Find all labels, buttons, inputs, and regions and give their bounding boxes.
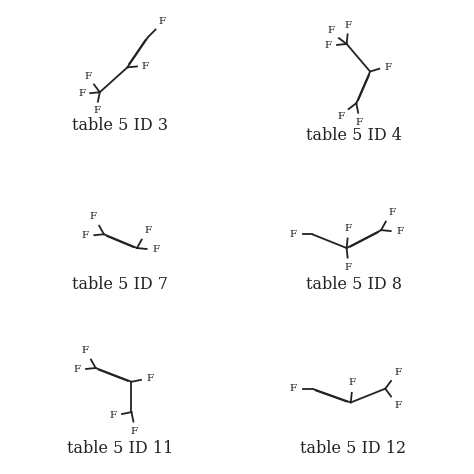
Text: F: F (159, 18, 166, 27)
Text: table 5 ID 7: table 5 ID 7 (73, 275, 168, 292)
Text: table 5 ID 8: table 5 ID 8 (306, 275, 401, 292)
Text: F: F (337, 112, 344, 121)
Text: table 5 ID 4: table 5 ID 4 (306, 127, 401, 144)
Text: F: F (84, 72, 91, 81)
Text: F: F (146, 374, 154, 383)
Text: F: F (141, 62, 148, 71)
Text: table 5 ID 12: table 5 ID 12 (301, 440, 407, 457)
Text: table 5 ID 3: table 5 ID 3 (73, 117, 168, 134)
Text: F: F (394, 367, 401, 376)
Text: F: F (389, 208, 396, 217)
Text: F: F (345, 20, 352, 29)
Text: F: F (396, 227, 403, 236)
Text: F: F (384, 63, 392, 72)
Text: F: F (324, 41, 331, 50)
Text: F: F (131, 427, 138, 436)
Text: F: F (82, 231, 89, 240)
Text: F: F (345, 263, 352, 272)
Text: F: F (328, 26, 335, 35)
Text: table 5 ID 11: table 5 ID 11 (67, 440, 173, 457)
Text: F: F (345, 224, 352, 233)
Text: F: F (78, 89, 85, 98)
Text: F: F (290, 384, 297, 393)
Text: F: F (394, 401, 401, 410)
Text: F: F (90, 212, 97, 221)
Text: F: F (290, 230, 297, 239)
Text: F: F (349, 378, 356, 387)
Text: F: F (145, 226, 152, 235)
Text: F: F (109, 410, 117, 419)
Text: F: F (152, 245, 159, 254)
Text: F: F (73, 365, 81, 374)
Text: F: F (81, 346, 88, 355)
Text: F: F (356, 118, 363, 127)
Text: F: F (93, 106, 100, 115)
